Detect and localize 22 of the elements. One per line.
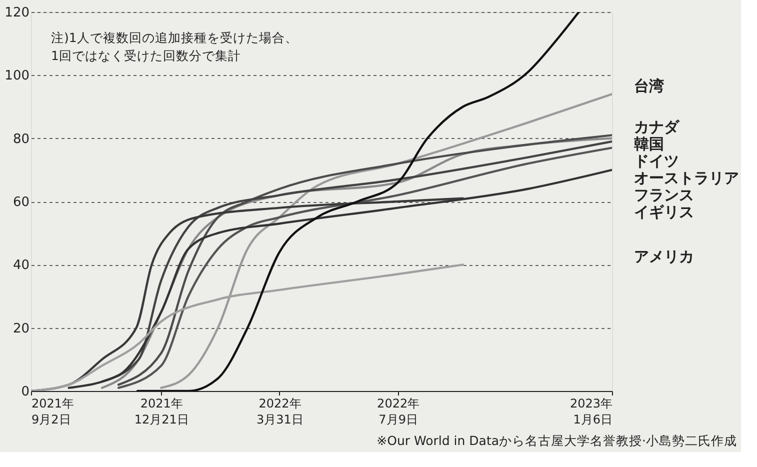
y-tick-label: 120: [4, 6, 30, 20]
y-tick-label: 40: [12, 258, 30, 274]
x-tick-label: 2023年 1月6日: [570, 396, 612, 426]
text: ※Our World in Dataから名古屋大学名誉教授·小島勢二氏作成: [376, 433, 737, 448]
text: オーストラリア: [634, 169, 739, 188]
y-tick-label: 100: [4, 68, 30, 84]
y-tick-label: 20: [12, 321, 30, 336]
x-tick-label: 2021年 12月21日: [134, 396, 189, 426]
series-label: カナダ: [634, 118, 680, 136]
y-tick-label: 0: [21, 384, 30, 400]
series-label: 台湾: [634, 77, 664, 96]
x-tick-label: 2022年 7月9日: [377, 396, 420, 426]
series-label: ドイツ: [634, 152, 679, 170]
series-label: 韓国: [634, 135, 664, 154]
annotation: 注)1人で複数回の追加接種を受けた場合、 1回ではなく受けた回数分で集計: [51, 30, 298, 63]
y-tick-label: 80: [12, 132, 30, 147]
series-label: フランス: [634, 186, 694, 204]
x-tick-label: 2021年 9月2日: [32, 396, 74, 426]
text: イギリス: [634, 203, 694, 222]
text: アメリカ: [634, 248, 694, 266]
y-tick-label: 60: [12, 195, 30, 210]
x-tick-label: 2022年 3月31日: [256, 396, 304, 426]
